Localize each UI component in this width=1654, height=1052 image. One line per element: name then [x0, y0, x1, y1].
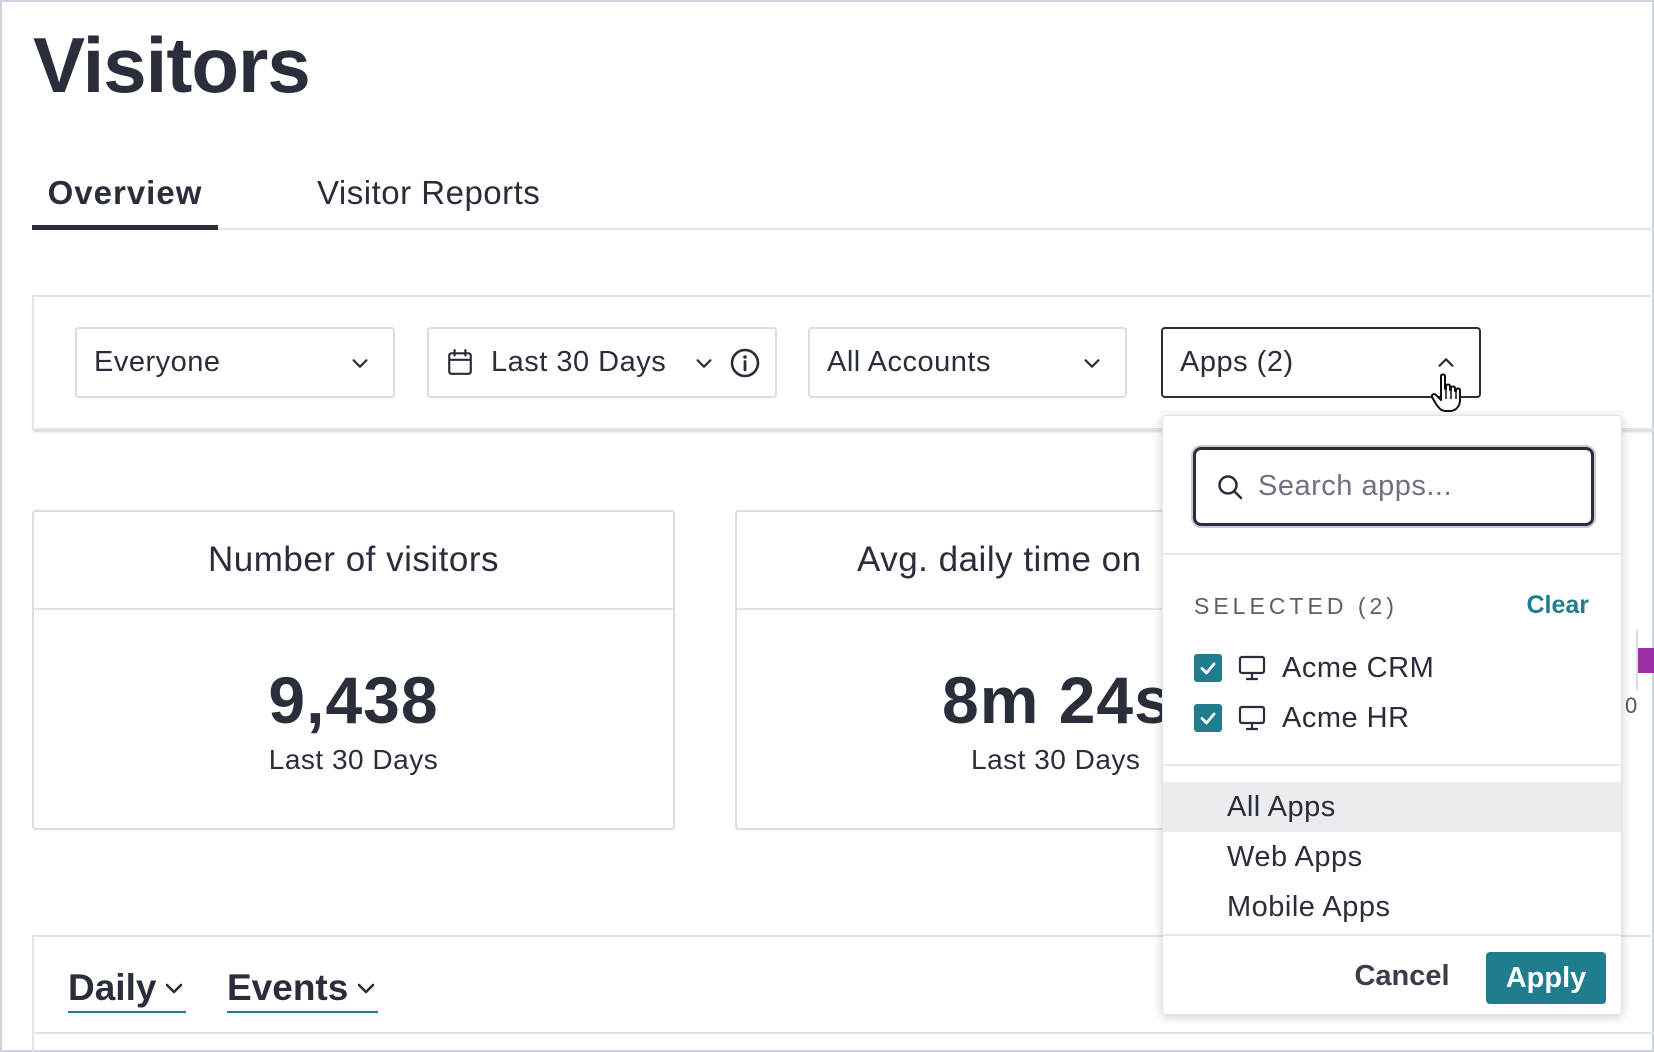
cancel-button[interactable]: Cancel [1351, 952, 1453, 1000]
card-title: Avg. daily time on [737, 512, 1433, 610]
check-icon [1200, 662, 1216, 675]
monitor-icon [1238, 705, 1266, 731]
check-icon [1200, 712, 1216, 725]
search-apps-input[interactable] [1258, 470, 1558, 503]
date-range-dropdown[interactable]: Last 30 Days [427, 327, 777, 398]
selected-app-option[interactable]: Acme CRM [1194, 648, 1434, 688]
chevron-down-icon [358, 983, 375, 994]
selected-app-option[interactable]: Acme HR [1194, 698, 1410, 738]
interval-label: Daily [68, 967, 157, 1008]
option-web-apps[interactable]: Web Apps [1227, 840, 1363, 873]
date-range-label: Last 30 Days [491, 346, 667, 378]
card-title: Number of visitors [34, 512, 673, 610]
filter-bar: Everyone Last 30 Days All Accounts Apps … [32, 295, 1654, 430]
option-mobile-apps[interactable]: Mobile Apps [1227, 890, 1391, 923]
metric-label: Events [227, 967, 349, 1008]
chart-axis-line [1636, 630, 1638, 690]
page-title: Visitors [33, 21, 311, 109]
panel-divider [34, 1032, 1654, 1034]
chevron-down-icon [166, 983, 183, 994]
interval-selector[interactable]: Daily [68, 965, 187, 1013]
visitors-count-card: Number of visitors 9,438 Last 30 Days [32, 510, 675, 830]
checkbox-checked[interactable] [1194, 654, 1222, 682]
accounts-dropdown[interactable]: All Accounts [808, 327, 1127, 398]
checkbox-checked[interactable] [1194, 704, 1222, 732]
search-box[interactable] [1193, 447, 1594, 526]
card-subtitle: Last 30 Days [268, 744, 439, 775]
monitor-icon [1238, 655, 1266, 681]
card-subtitle: Last 30 Days [737, 744, 1433, 776]
divider [1163, 764, 1621, 766]
segment-dropdown-label: Everyone [94, 346, 221, 378]
selected-header: SELECTED (2) [1194, 593, 1398, 619]
divider [1163, 553, 1621, 555]
card-subtitle-text: Last 30 Days [971, 744, 1141, 775]
chevron-down-icon [696, 358, 712, 368]
chart-bar [1638, 648, 1654, 673]
calendar-icon [448, 348, 472, 375]
card-title-text: Avg. daily time on [857, 540, 1142, 579]
chevron-down-icon [1084, 358, 1100, 368]
option-label: Acme HR [1282, 701, 1410, 734]
tab-overview[interactable]: Overview [32, 168, 218, 230]
tab-bar: Overview Visitor Reports [32, 168, 1654, 230]
apply-button[interactable]: Apply [1486, 952, 1606, 1004]
metric-selector[interactable]: Events [227, 965, 379, 1013]
info-icon[interactable] [729, 347, 761, 379]
card-value-text: 8m 24s [942, 663, 1172, 737]
card-value: 9,438 [268, 663, 439, 737]
apps-dropdown-label: Apps (2) [1180, 346, 1294, 378]
option-label: Acme CRM [1282, 651, 1435, 684]
option-all-apps[interactable]: All Apps [1163, 782, 1621, 832]
apps-dropdown[interactable]: Apps (2) [1161, 327, 1481, 398]
accounts-dropdown-label: All Accounts [827, 346, 991, 378]
chart-axis-tick: 0 [1625, 693, 1638, 718]
hand-pointer-icon [1430, 373, 1461, 412]
clear-button[interactable]: Clear [1526, 591, 1589, 619]
segment-dropdown[interactable]: Everyone [75, 327, 395, 398]
chevron-up-icon [1438, 357, 1454, 367]
search-icon [1218, 474, 1243, 499]
divider [1163, 934, 1621, 936]
tab-visitor-reports[interactable]: Visitor Reports [317, 174, 541, 211]
apps-dropdown-menu: SELECTED (2) Clear Acme CRM Acme HR All … [1162, 415, 1622, 1015]
card-value: 8m 24s [737, 662, 1433, 738]
chevron-down-icon [352, 358, 368, 368]
chart-panel: Daily Events [32, 935, 1654, 1052]
